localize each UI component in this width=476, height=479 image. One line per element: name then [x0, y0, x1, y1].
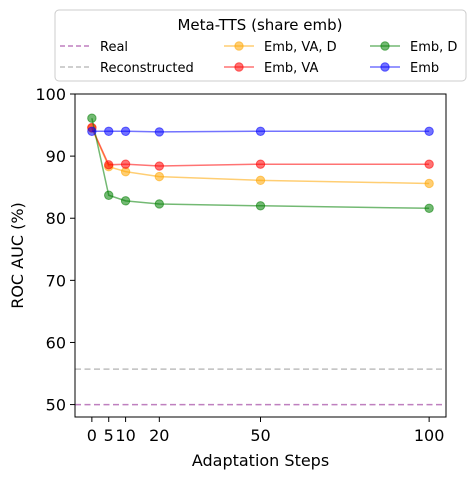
- legend-label-emb-va-d: Emb, VA, D: [264, 40, 337, 55]
- x-axis-label: Adaptation Steps: [192, 451, 329, 470]
- x-tick-label: 20: [149, 426, 169, 445]
- y-tick-label: 100: [35, 85, 66, 104]
- data-point-emb-va-d: [255, 175, 266, 186]
- legend: Meta-TTS (share emb) Real Reconstructed Em…: [54, 9, 467, 82]
- legend-label-real: Real: [100, 40, 128, 55]
- data-point-emb-d: [87, 113, 97, 123]
- data-point-emb: [104, 126, 114, 136]
- y-tick-label: 50: [46, 396, 66, 415]
- series-line-emb-va: [91, 127, 430, 167]
- data-point-emb: [255, 126, 266, 136]
- axes: 0 5 10 20 50 100 50 60 70 80 90 100: [35, 85, 444, 445]
- x-tick-label: 5: [104, 426, 114, 445]
- data-point-emb-va-d: [424, 178, 434, 189]
- y-tick-label: 90: [46, 147, 66, 166]
- legend-label-emb: Emb: [410, 61, 439, 76]
- x-tick-label: 100: [414, 426, 445, 445]
- plot-area: [75, 113, 446, 406]
- data-point-emb-d: [104, 190, 114, 200]
- legend-title: Meta-TTS (share emb): [177, 16, 342, 34]
- data-point-emb: [424, 126, 434, 136]
- data-point-emb-d: [154, 199, 165, 209]
- data-point-emb-va: [104, 160, 114, 170]
- y-tick-label: 60: [46, 333, 66, 352]
- x-tick-label: 50: [250, 426, 270, 445]
- data-point-emb-va: [255, 159, 266, 169]
- data-point-emb-va: [154, 161, 165, 171]
- data-point-emb-va: [424, 159, 434, 169]
- x-tick-label: 0: [87, 426, 97, 445]
- data-point-emb: [120, 126, 131, 136]
- legend-marker-emb-d: [380, 41, 390, 51]
- y-tick-label: 70: [46, 271, 66, 290]
- legend-marker-emb-va: [234, 62, 244, 72]
- legend-frame: [54, 9, 467, 82]
- legend-label-emb-d: Emb, D: [410, 40, 457, 55]
- data-point-emb: [87, 126, 97, 136]
- data-point-emb-d: [120, 196, 131, 206]
- data-point-emb-d: [255, 201, 266, 211]
- series-line-emb-d: [91, 118, 430, 210]
- legend-label-reconstructed: Reconstructed: [100, 61, 194, 76]
- data-point-emb: [154, 127, 165, 137]
- data-point-emb-va: [120, 159, 131, 169]
- series-line-emb-va-d: [91, 127, 430, 185]
- legend-marker-emb: [380, 62, 390, 72]
- data-point-emb-d: [424, 203, 434, 213]
- data-point-emb-va-d: [154, 171, 165, 182]
- y-tick-label: 80: [46, 209, 66, 228]
- x-tick-label: 10: [115, 426, 135, 445]
- legend-marker-emb-va-d: [234, 41, 244, 51]
- y-axis-label: ROC AUC (%): [8, 202, 27, 309]
- legend-label-emb-va: Emb, VA: [264, 61, 318, 76]
